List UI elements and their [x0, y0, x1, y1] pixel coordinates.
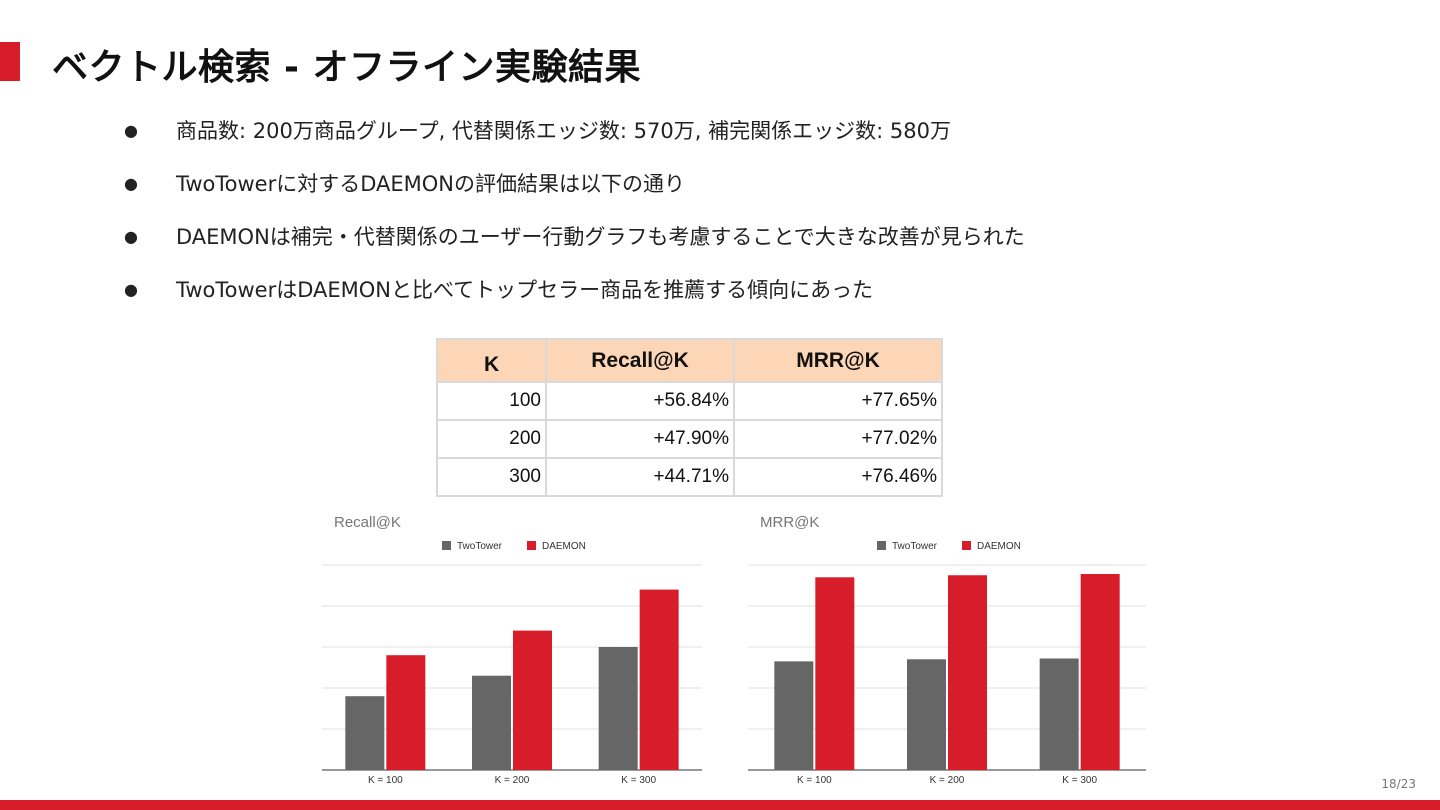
bullet-item: ● TwoTowerはDAEMONと比べてトップセラー商品を推薦する傾向にあった — [124, 273, 1025, 326]
mrr-bar-chart: MRR@K TwoTower DAEMON K = 100 K = 200 K = 300 — [748, 514, 1146, 786]
cell-recall: +44.71% — [545, 457, 735, 497]
page-number: 18/23 — [1381, 777, 1416, 791]
x-tick-label: K = 100 — [368, 775, 403, 786]
bullet-dot: ● — [124, 227, 138, 246]
chart-title: Recall@K — [334, 514, 401, 531]
bullet-dot: ● — [124, 174, 138, 193]
cell-mrr: +77.02% — [733, 419, 943, 459]
cell-mrr: +76.46% — [733, 457, 943, 497]
legend-swatch — [877, 541, 886, 550]
header-k: K — [436, 338, 547, 383]
recall-bar-chart: Recall@K TwoTower DAEMON K = 100 K = 200 K = … — [322, 514, 702, 786]
cell-recall: +56.84% — [545, 381, 735, 421]
bar-twotower — [472, 675, 511, 770]
chart-title: MRR@K — [760, 514, 819, 531]
bullet-text: 商品数: 200万商品グループ, 代替関係エッジ数: 570万, 補完関係エッジ… — [176, 119, 951, 143]
bullet-item: ● DAEMONは補完・代替関係のユーザー行動グラフも考慮することで大きな改善が見… — [124, 220, 1025, 273]
bullet-text: TwoTowerはDAEMONと比べてトップセラー商品を推薦する傾向にあった — [176, 278, 874, 302]
slide-title: ベクトル検索 - オフライン実験結果 — [52, 47, 642, 88]
bar-daemon — [386, 655, 426, 770]
x-tick-label: K = 100 — [797, 775, 832, 786]
bullet-item: ● TwoTowerに対するDAEMONの評価結果は以下の通り — [124, 167, 1025, 220]
table-row: 300 +44.71% +76.46% — [436, 457, 943, 497]
bullet-text: DAEMONは補完・代替関係のユーザー行動グラフも考慮することで大きな改善が見ら… — [176, 225, 1025, 249]
bar-twotower — [1039, 658, 1079, 770]
x-tick-label: K = 200 — [495, 775, 530, 786]
cell-recall: +47.90% — [545, 419, 735, 459]
legend-swatch — [442, 541, 451, 550]
bar-daemon — [948, 575, 987, 770]
cell-k: 300 — [436, 457, 547, 497]
legend-label: DAEMON — [542, 541, 586, 552]
legend-label: TwoTower — [892, 541, 938, 552]
x-tick-label: K = 200 — [930, 775, 965, 786]
cell-mrr: +77.65% — [733, 381, 943, 421]
legend-label: TwoTower — [457, 541, 503, 552]
bullet-dot: ● — [124, 121, 138, 140]
bullet-item: ● 商品数: 200万商品グループ, 代替関係エッジ数: 570万, 補完関係エッ… — [124, 114, 1025, 167]
footer-accent-bar — [0, 800, 1440, 810]
legend-label: DAEMON — [977, 541, 1021, 552]
bar-twotower — [774, 661, 814, 770]
header-recall: Recall@K — [545, 338, 735, 383]
bar-daemon — [513, 630, 552, 770]
bullet-dot: ● — [124, 280, 138, 299]
bar-daemon — [815, 577, 855, 770]
bar-twotower — [598, 647, 638, 770]
x-tick-label: K = 300 — [621, 775, 656, 786]
bullet-list: ● 商品数: 200万商品グループ, 代替関係エッジ数: 570万, 補完関係エッ… — [124, 114, 1025, 326]
bullet-text: TwoTowerに対するDAEMONの評価結果は以下の通り — [176, 172, 686, 196]
table-row: 200 +47.90% +77.02% — [436, 419, 943, 459]
cell-k: 100 — [436, 381, 547, 421]
bar-daemon — [639, 589, 679, 770]
table-header-row: K Recall@K MRR@K — [436, 338, 943, 383]
legend-swatch — [527, 541, 536, 550]
x-tick-label: K = 300 — [1062, 775, 1097, 786]
table-row: 100 +56.84% +77.65% — [436, 381, 943, 421]
title-accent-bar — [0, 42, 20, 81]
header-mrr: MRR@K — [733, 338, 943, 383]
bar-daemon — [1080, 574, 1120, 770]
legend-swatch — [962, 541, 971, 550]
bar-twotower — [345, 696, 385, 770]
cell-k: 200 — [436, 419, 547, 459]
bar-twotower — [907, 659, 946, 770]
results-table: K Recall@K MRR@K 100 +56.84% +77.65% 200… — [436, 338, 943, 497]
